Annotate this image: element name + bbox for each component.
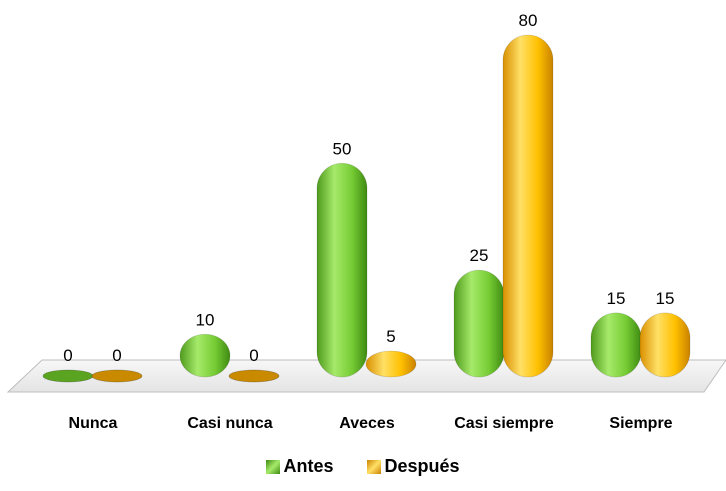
bar-después-2: [365, 350, 417, 378]
data-label-después-4: 15: [656, 289, 675, 308]
bars-layer: [42, 34, 691, 383]
data-label-antes-3: 25: [470, 246, 489, 265]
legend-item-despues: Después: [367, 456, 460, 477]
legend-label-antes: Antes: [283, 456, 334, 476]
bar-después-1: [228, 369, 280, 383]
legend-item-antes: Antes: [266, 456, 333, 477]
data-label-antes-0: 0: [63, 346, 72, 365]
category-label-1: Casi nunca: [187, 415, 272, 432]
bar-antes-1: [179, 333, 231, 378]
bar-después-3: [502, 34, 554, 378]
data-label-antes-4: 15: [607, 289, 626, 308]
bar-antes-0: [42, 369, 94, 383]
category-label-3: Casi siempre: [454, 415, 554, 432]
legend: Antes Después: [0, 456, 726, 477]
legend-swatch-antes: [266, 459, 281, 474]
bar-antes-3: [453, 269, 505, 378]
bar-antes-2: [316, 162, 368, 378]
data-label-antes-1: 10: [196, 310, 215, 329]
bar-después-4: [639, 312, 691, 378]
category-label-2: Aveces: [339, 415, 395, 432]
category-label-4: Siempre: [609, 415, 672, 432]
legend-label-despues: Después: [384, 456, 460, 476]
data-label-después-0: 0: [112, 346, 121, 365]
data-label-después-1: 0: [249, 346, 258, 365]
labels-layer: 0 0 Nunca 10 0 Casi nunca 50 5 Aveces 25 80 Casi si…: [63, 11, 674, 432]
legend-swatch-despues: [367, 459, 382, 474]
bar-antes-4: [590, 312, 642, 378]
category-label-0: Nunca: [69, 415, 118, 432]
data-label-después-2: 5: [386, 327, 395, 346]
data-label-después-3: 80: [519, 11, 538, 30]
bar-después-0: [91, 369, 143, 383]
data-label-antes-2: 50: [333, 139, 352, 158]
